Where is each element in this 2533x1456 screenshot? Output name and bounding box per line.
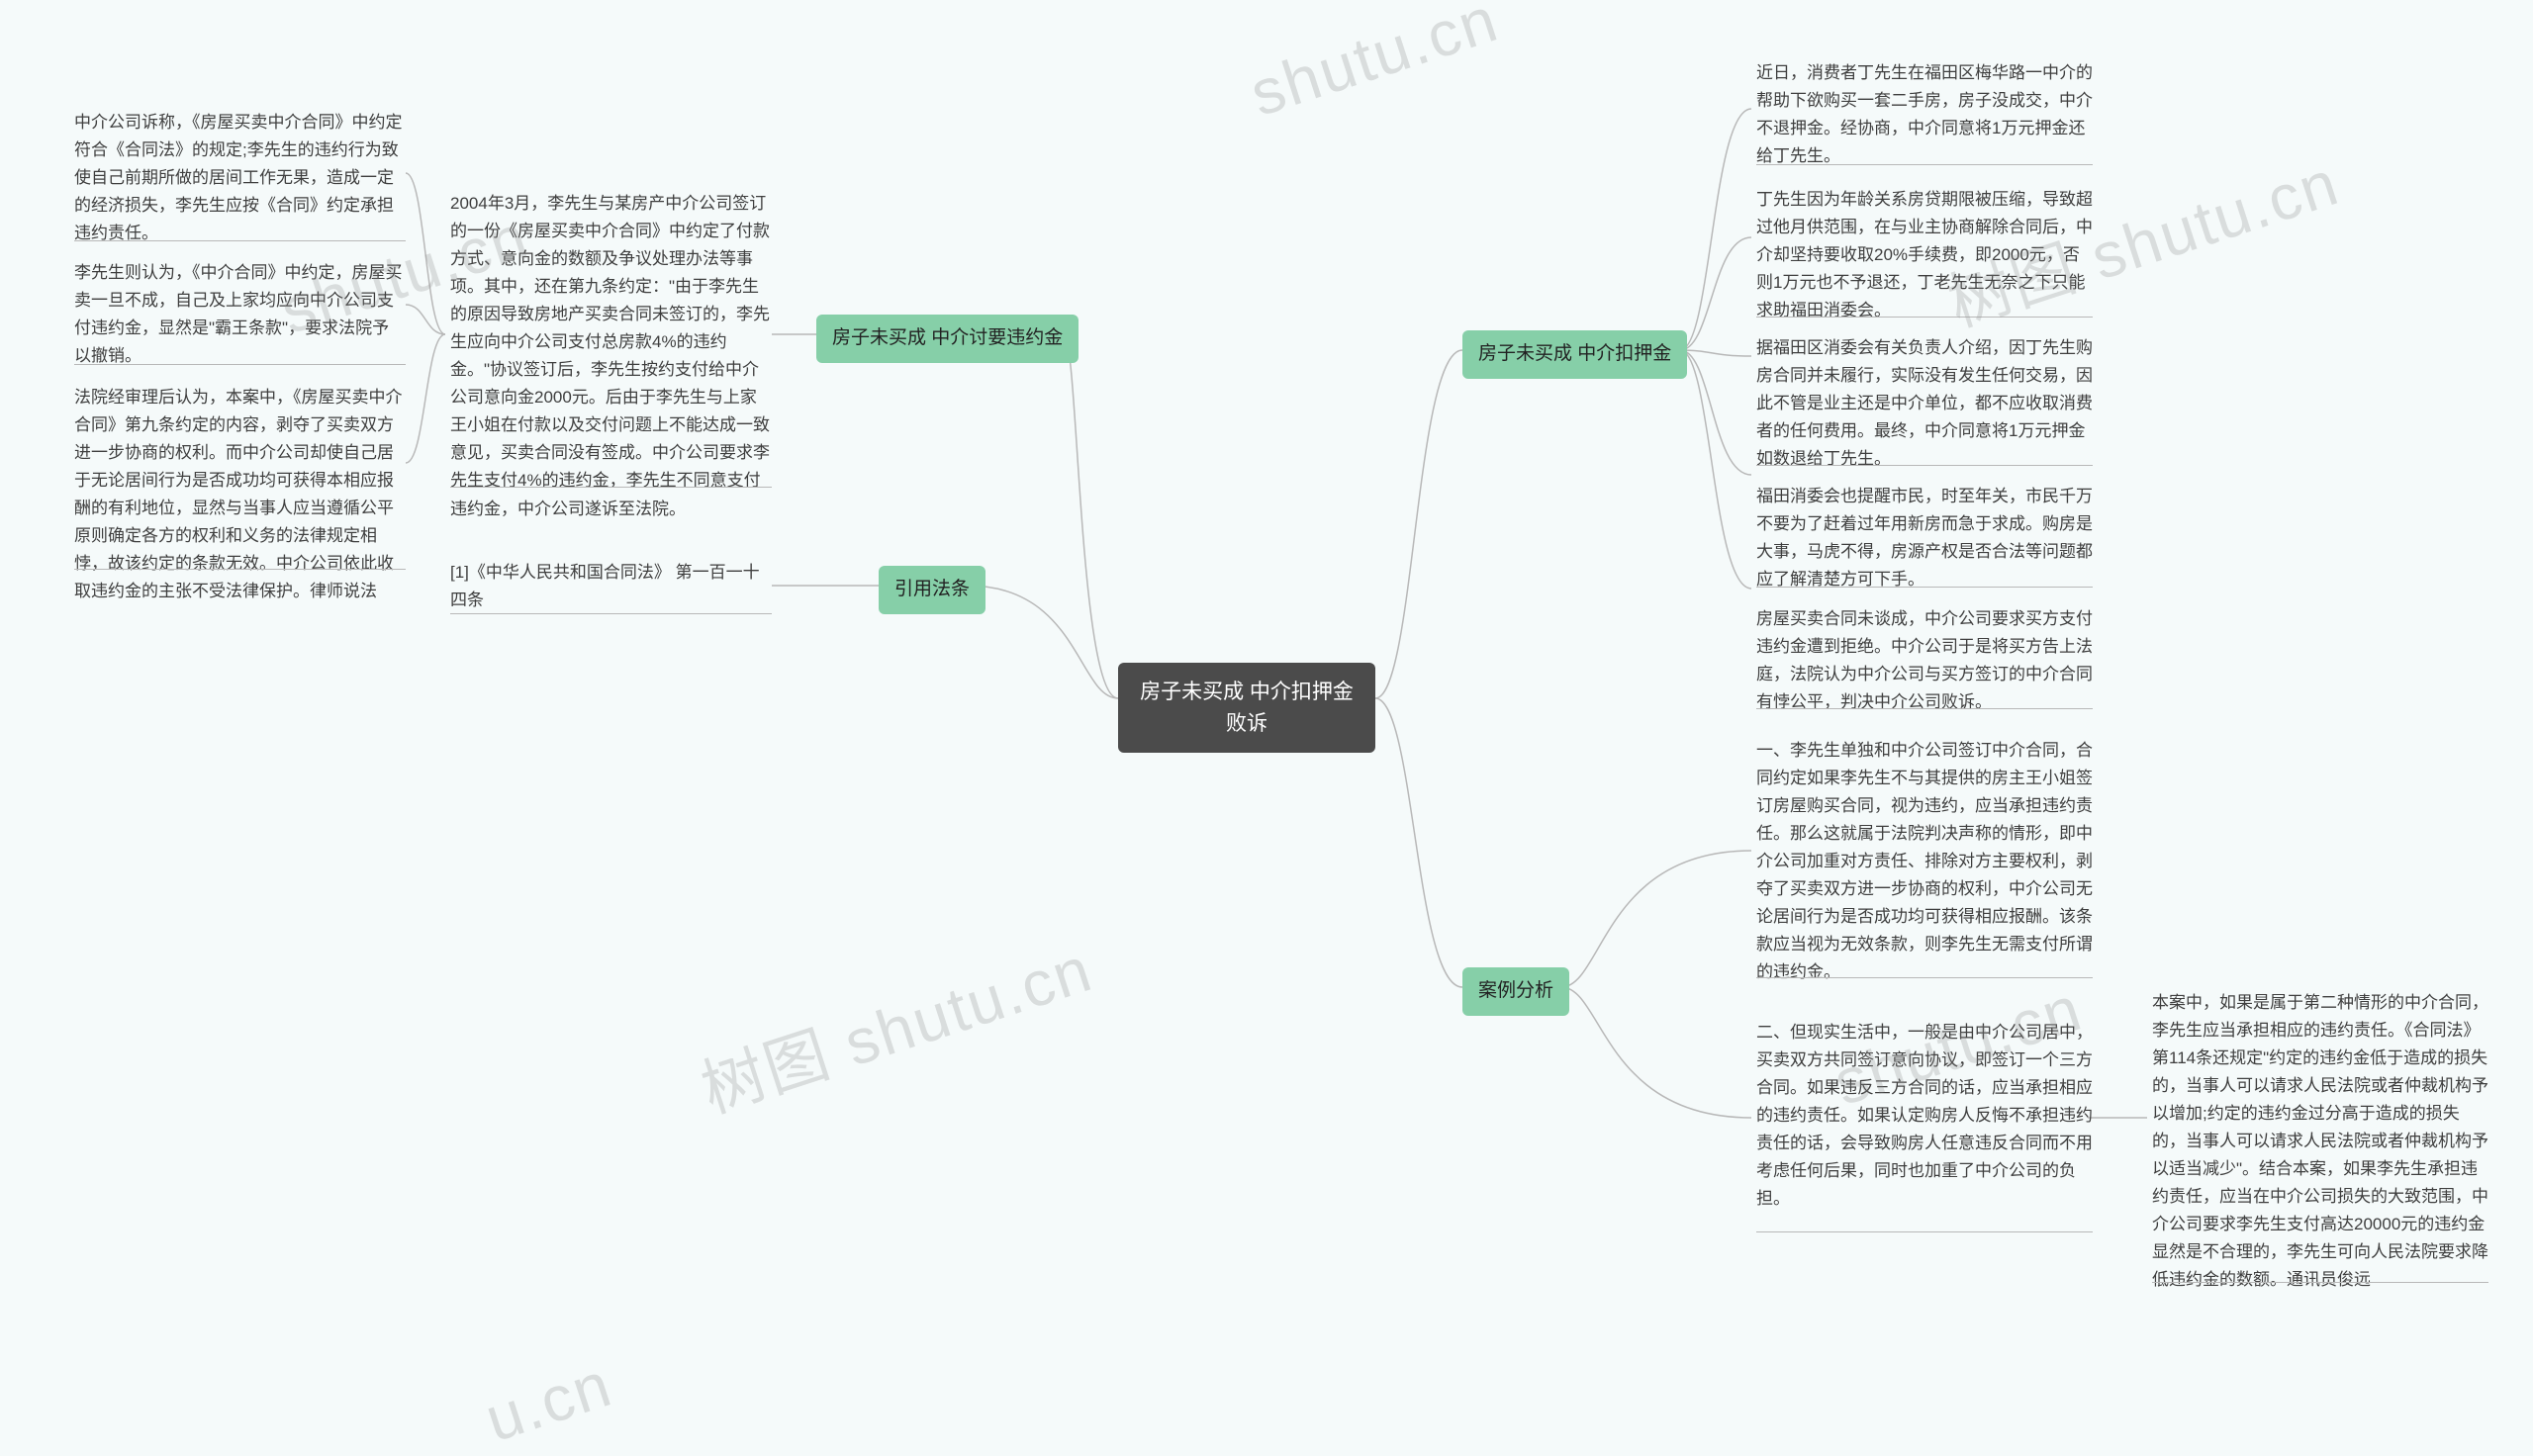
leaf-underline xyxy=(74,569,406,570)
leaf-underline xyxy=(1756,708,2093,709)
branch-label: 案例分析 xyxy=(1478,980,1553,1001)
leaf-r1-4: 房屋买卖合同未谈成，中介公司要求买方支付违约金遭到拒绝。中介公司于是将买方告上法… xyxy=(1756,605,2093,716)
leaf-underline xyxy=(1756,1231,2093,1232)
leaf-agency-claim: 中介公司诉称，《房屋买卖中介合同》中约定符合《合同法》的规定;李先生的违约行为致… xyxy=(74,109,406,247)
root-title: 房子未买成 中介扣押金败诉 xyxy=(1140,681,1354,735)
leaf-underline xyxy=(1756,465,2093,466)
leaf-r1-1: 丁先生因为年龄关系房贷期限被压缩，导致超过他月供范围，在与业主协商解除合同后，中… xyxy=(1756,186,2093,324)
watermark: shutu.cn xyxy=(1242,0,1507,131)
leaf-underline xyxy=(450,487,772,488)
branch-left-penalty: 房子未买成 中介讨要违约金 xyxy=(816,315,1079,363)
leaf-underline xyxy=(74,240,406,241)
leaf-r2-1: 二、但现实生活中，一般是由中介公司居中，买卖双方共同签订意向协议，即签订一个三方… xyxy=(1756,1019,2093,1213)
leaf-court-view: 法院经审理后认为，本案中，《房屋买卖中介合同》第九条约定的内容，剥夺了买卖双方进… xyxy=(74,384,406,605)
branch-label: 引用法条 xyxy=(894,579,970,599)
leaf-r1-0: 近日，消费者丁先生在福田区梅华路一中介的帮助下欲购买一套二手房，房子没成交，中介… xyxy=(1756,59,2093,170)
leaf-underline xyxy=(1756,977,2093,978)
root-node: 房子未买成 中介扣押金败诉 xyxy=(1118,663,1375,753)
branch-right-deposit: 房子未买成 中介扣押金 xyxy=(1462,330,1687,379)
leaf-underline xyxy=(450,613,772,614)
branch-label: 房子未买成 中介扣押金 xyxy=(1478,343,1671,364)
leaf-case-2004: 2004年3月，李先生与某房产中介公司签订的一份《房屋买卖中介合同》中约定了付款… xyxy=(450,190,772,523)
branch-right-analysis: 案例分析 xyxy=(1462,967,1569,1016)
leaf-underline xyxy=(1756,587,2093,588)
branch-left-law: 引用法条 xyxy=(879,566,985,614)
leaf-law-ref: [1]《中华人民共和国合同法》 第一百一十四条 xyxy=(450,559,772,614)
leaf-underline xyxy=(2152,1282,2488,1283)
leaf-underline xyxy=(74,364,406,365)
leaf-underline xyxy=(1756,164,2093,165)
leaf-r2-0: 一、李先生单独和中介公司签订中介合同，合同约定如果李先生不与其提供的房主王小姐签… xyxy=(1756,737,2093,986)
branch-label: 房子未买成 中介讨要违约金 xyxy=(832,327,1063,348)
leaf-r2-1-sub: 本案中，如果是属于第二种情形的中介合同，李先生应当承担相应的违约责任。《合同法》… xyxy=(2152,989,2488,1295)
leaf-r1-2: 据福田区消委会有关负责人介绍，因丁先生购房合同并未履行，实际没有发生任何交易，因… xyxy=(1756,334,2093,473)
watermark: 树图 shutu.cn xyxy=(689,919,1102,1131)
leaf-r1-3: 福田消委会也提醒市民，时至年关，市民千万不要为了赶着过年用新房而急于求成。购房是… xyxy=(1756,483,2093,593)
leaf-underline xyxy=(1756,317,2093,318)
leaf-li-view: 李先生则认为，《中介合同》中约定，房屋买卖一旦不成，自己及上家均应向中介公司支付… xyxy=(74,259,406,370)
